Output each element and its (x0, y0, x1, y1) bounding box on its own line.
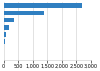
Bar (4, 11, 44, 15)
Bar (4, 25, 9, 30)
Bar (4, 18, 14, 22)
Bar (4, 32, 6, 37)
Bar (4, 3, 82, 8)
